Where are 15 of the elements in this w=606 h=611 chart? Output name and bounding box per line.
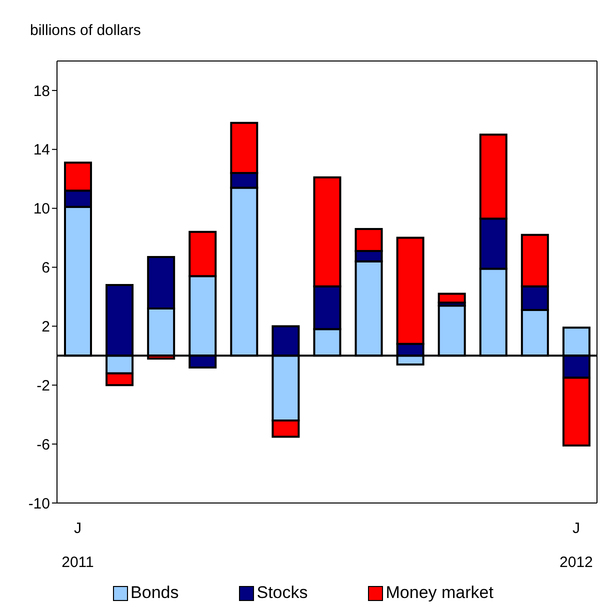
y-axis-title: billions of dollars: [30, 22, 141, 39]
y-tick-label: 2: [42, 318, 50, 336]
y-tick-label: -10: [28, 495, 50, 512]
bar: [438, 292, 466, 304]
y-tick-label: -2: [36, 377, 50, 394]
y-tick-label: -6: [36, 436, 50, 454]
x-tick-label: J 2012: [560, 520, 593, 571]
legend-label: Bonds: [130, 583, 179, 603]
y-tick-label: 18: [33, 82, 50, 100]
x-tick-label: J 2011: [62, 520, 94, 571]
y-tick-label: 14: [33, 142, 50, 159]
y-tick-label: 10: [33, 200, 50, 218]
legend-label: Stocks: [256, 583, 308, 603]
legend-label: Money market: [384, 583, 494, 603]
y-tick-label: 6: [42, 260, 50, 277]
